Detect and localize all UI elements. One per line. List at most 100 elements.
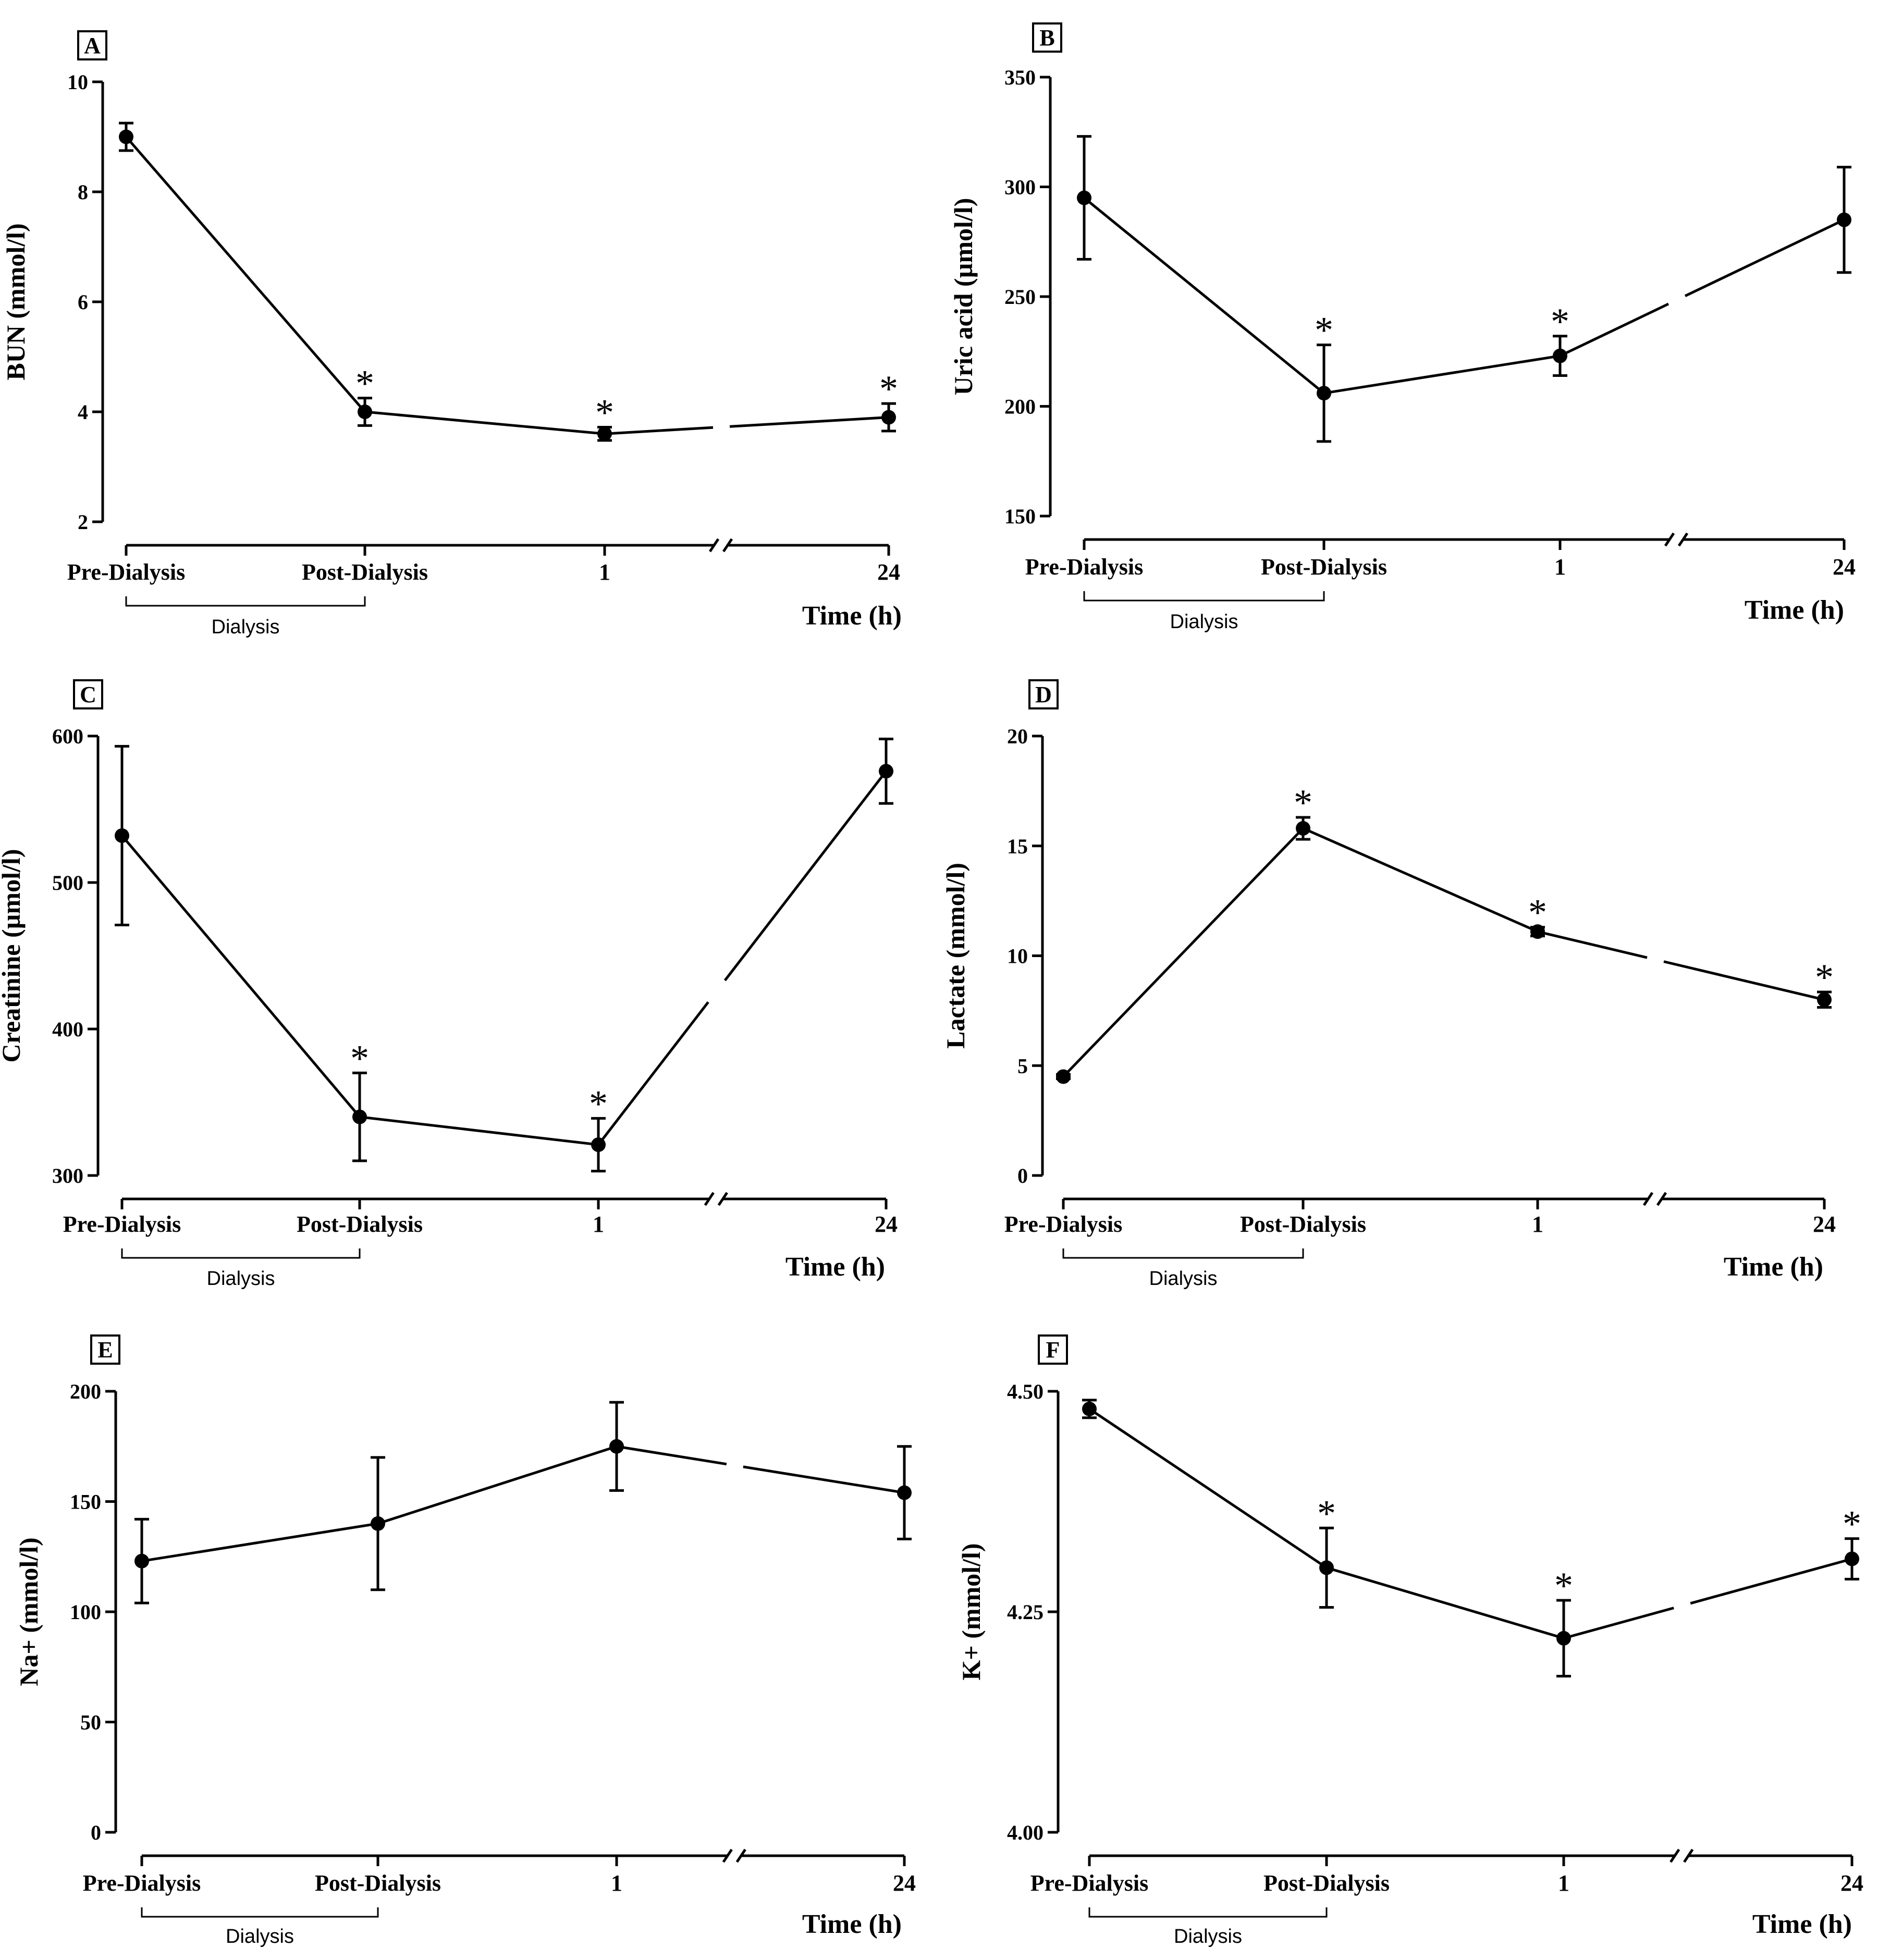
data-point [1296,821,1310,836]
y-tick-label: 10 [1007,945,1028,968]
data-point [879,764,893,779]
panel-c: C 300 400 500 600 Creatinine (µmol/l) Pre-Dial… [0,679,898,1290]
y-tick-label: 200 [70,1380,101,1403]
y-tick-label: 200 [1004,395,1036,419]
dialysis-label: Dialysis [207,1268,275,1290]
series-line-segment [1684,218,1845,297]
data-point [1319,1560,1334,1575]
significance-star: * [1315,310,1333,351]
significance-star: * [1843,1503,1861,1545]
data-point [881,410,896,425]
panel-letter: F [1046,1337,1060,1363]
x-tick-label: Pre-Dialysis [1030,1870,1149,1896]
x-tick-label: Post-Dialysis [297,1211,423,1237]
dialysis-bracket [1088,1907,1328,1918]
x-axis-label: Time (h) [802,1909,902,1939]
panel-e: E 0 50 100 150 200 Na+ (mmol/l) Pre-Dialysis Pos… [14,1334,916,1947]
x-tick-label: Pre-Dialysis [1004,1211,1123,1237]
series-line-segment [597,1001,709,1146]
series-line-segment [604,426,714,435]
data-point [1077,190,1091,205]
axis-break-mark [722,1848,733,1863]
axis-break-mark [1670,1848,1680,1863]
x-tick-label: 24 [1833,554,1856,580]
y-tick-label: 0 [1017,1164,1028,1187]
panel-letter: A [84,33,101,58]
data-point [1056,1069,1071,1084]
data-point [591,1137,606,1152]
dialysis-bracket [125,596,366,607]
x-tick-label: 1 [611,1870,622,1896]
axis-break-mark [704,1192,715,1206]
panel-letter-box [90,1334,120,1365]
panel-letter: B [1039,25,1054,51]
significance-star: * [1294,782,1312,824]
data-point [115,828,129,843]
axis-break-mark [1656,1192,1667,1206]
y-tick-label: 4.50 [1007,1380,1044,1403]
series-line [1083,197,1561,395]
significance-star: * [1528,892,1547,934]
x-tick-label: 1 [1558,1870,1569,1896]
y-tick-label: 300 [1004,176,1036,199]
axis-break-mark [1664,532,1675,547]
series-line-segment [1563,1607,1674,1640]
panel-letter-box [1038,1334,1068,1365]
axis-break-mark [722,538,733,553]
panel-letter-box [1032,22,1062,53]
y-axis-label: Na+ (mmol/l) [14,1537,43,1686]
significance-star: * [589,1083,608,1124]
x-axis-label: Time (h) [785,1252,885,1282]
data-point [119,129,133,144]
panel-letter: D [1035,682,1052,707]
x-tick-label: Pre-Dialysis [1025,554,1144,580]
x-tick-label: Pre-Dialysis [67,559,186,585]
y-tick-label: 4 [78,400,88,424]
y-tick-label: 6 [78,290,88,314]
x-tick-label: Pre-Dialysis [83,1870,201,1896]
data-point [1817,992,1832,1007]
x-axis-label: Time (h) [1745,595,1844,625]
y-tick-label: 500 [52,871,83,895]
axis-break-mark [1677,532,1689,547]
y-tick-label: 0 [91,1821,101,1844]
data-point [1317,386,1331,401]
significance-star: * [879,368,898,410]
panel-letter: C [80,682,96,707]
data-point [897,1485,912,1500]
significance-star: * [1554,1565,1573,1607]
y-tick-label: 15 [1007,835,1028,858]
y-tick-label: 50 [80,1711,101,1734]
axis-break-mark [1683,1848,1694,1863]
series-line-segment [1663,960,1825,1001]
dialysis-label: Dialysis [1170,611,1238,633]
y-tick-label: 400 [52,1018,83,1041]
panel-letter-box [77,30,107,60]
series-line-segment [743,1465,905,1494]
panel-letter: E [97,1337,113,1363]
y-tick-label: 4.00 [1007,1821,1044,1844]
series-line [1062,827,1539,1078]
y-tick-label: 250 [1004,285,1036,309]
x-tick-label: Post-Dialysis [1263,1870,1390,1896]
y-axis-label: Creatinine (µmol/l) [0,849,26,1063]
dialysis-bracket [141,1907,379,1918]
y-tick-label: 150 [1004,505,1036,528]
x-tick-label: 1 [599,559,610,585]
dialysis-bracket [1083,591,1325,602]
x-tick-label: 24 [1813,1211,1836,1237]
significance-star: * [1551,301,1569,342]
series-line-segment [616,1445,727,1466]
y-tick-label: 150 [70,1490,101,1514]
data-point [358,405,372,419]
x-tick-label: Post-Dialysis [1261,554,1387,580]
x-tick-label: Post-Dialysis [1240,1211,1366,1237]
dialysis-bracket [121,1248,361,1259]
dialysis-label: Dialysis [1149,1268,1218,1290]
axis-break-mark [708,538,720,553]
x-tick-label: 1 [1554,554,1566,580]
x-tick-label: 1 [1532,1211,1543,1237]
panel-d: D 0 5 10 15 20 Lactate (mmol/l) Pre-Dialysis Pos… [941,679,1836,1290]
series-line-segment [1537,930,1648,959]
